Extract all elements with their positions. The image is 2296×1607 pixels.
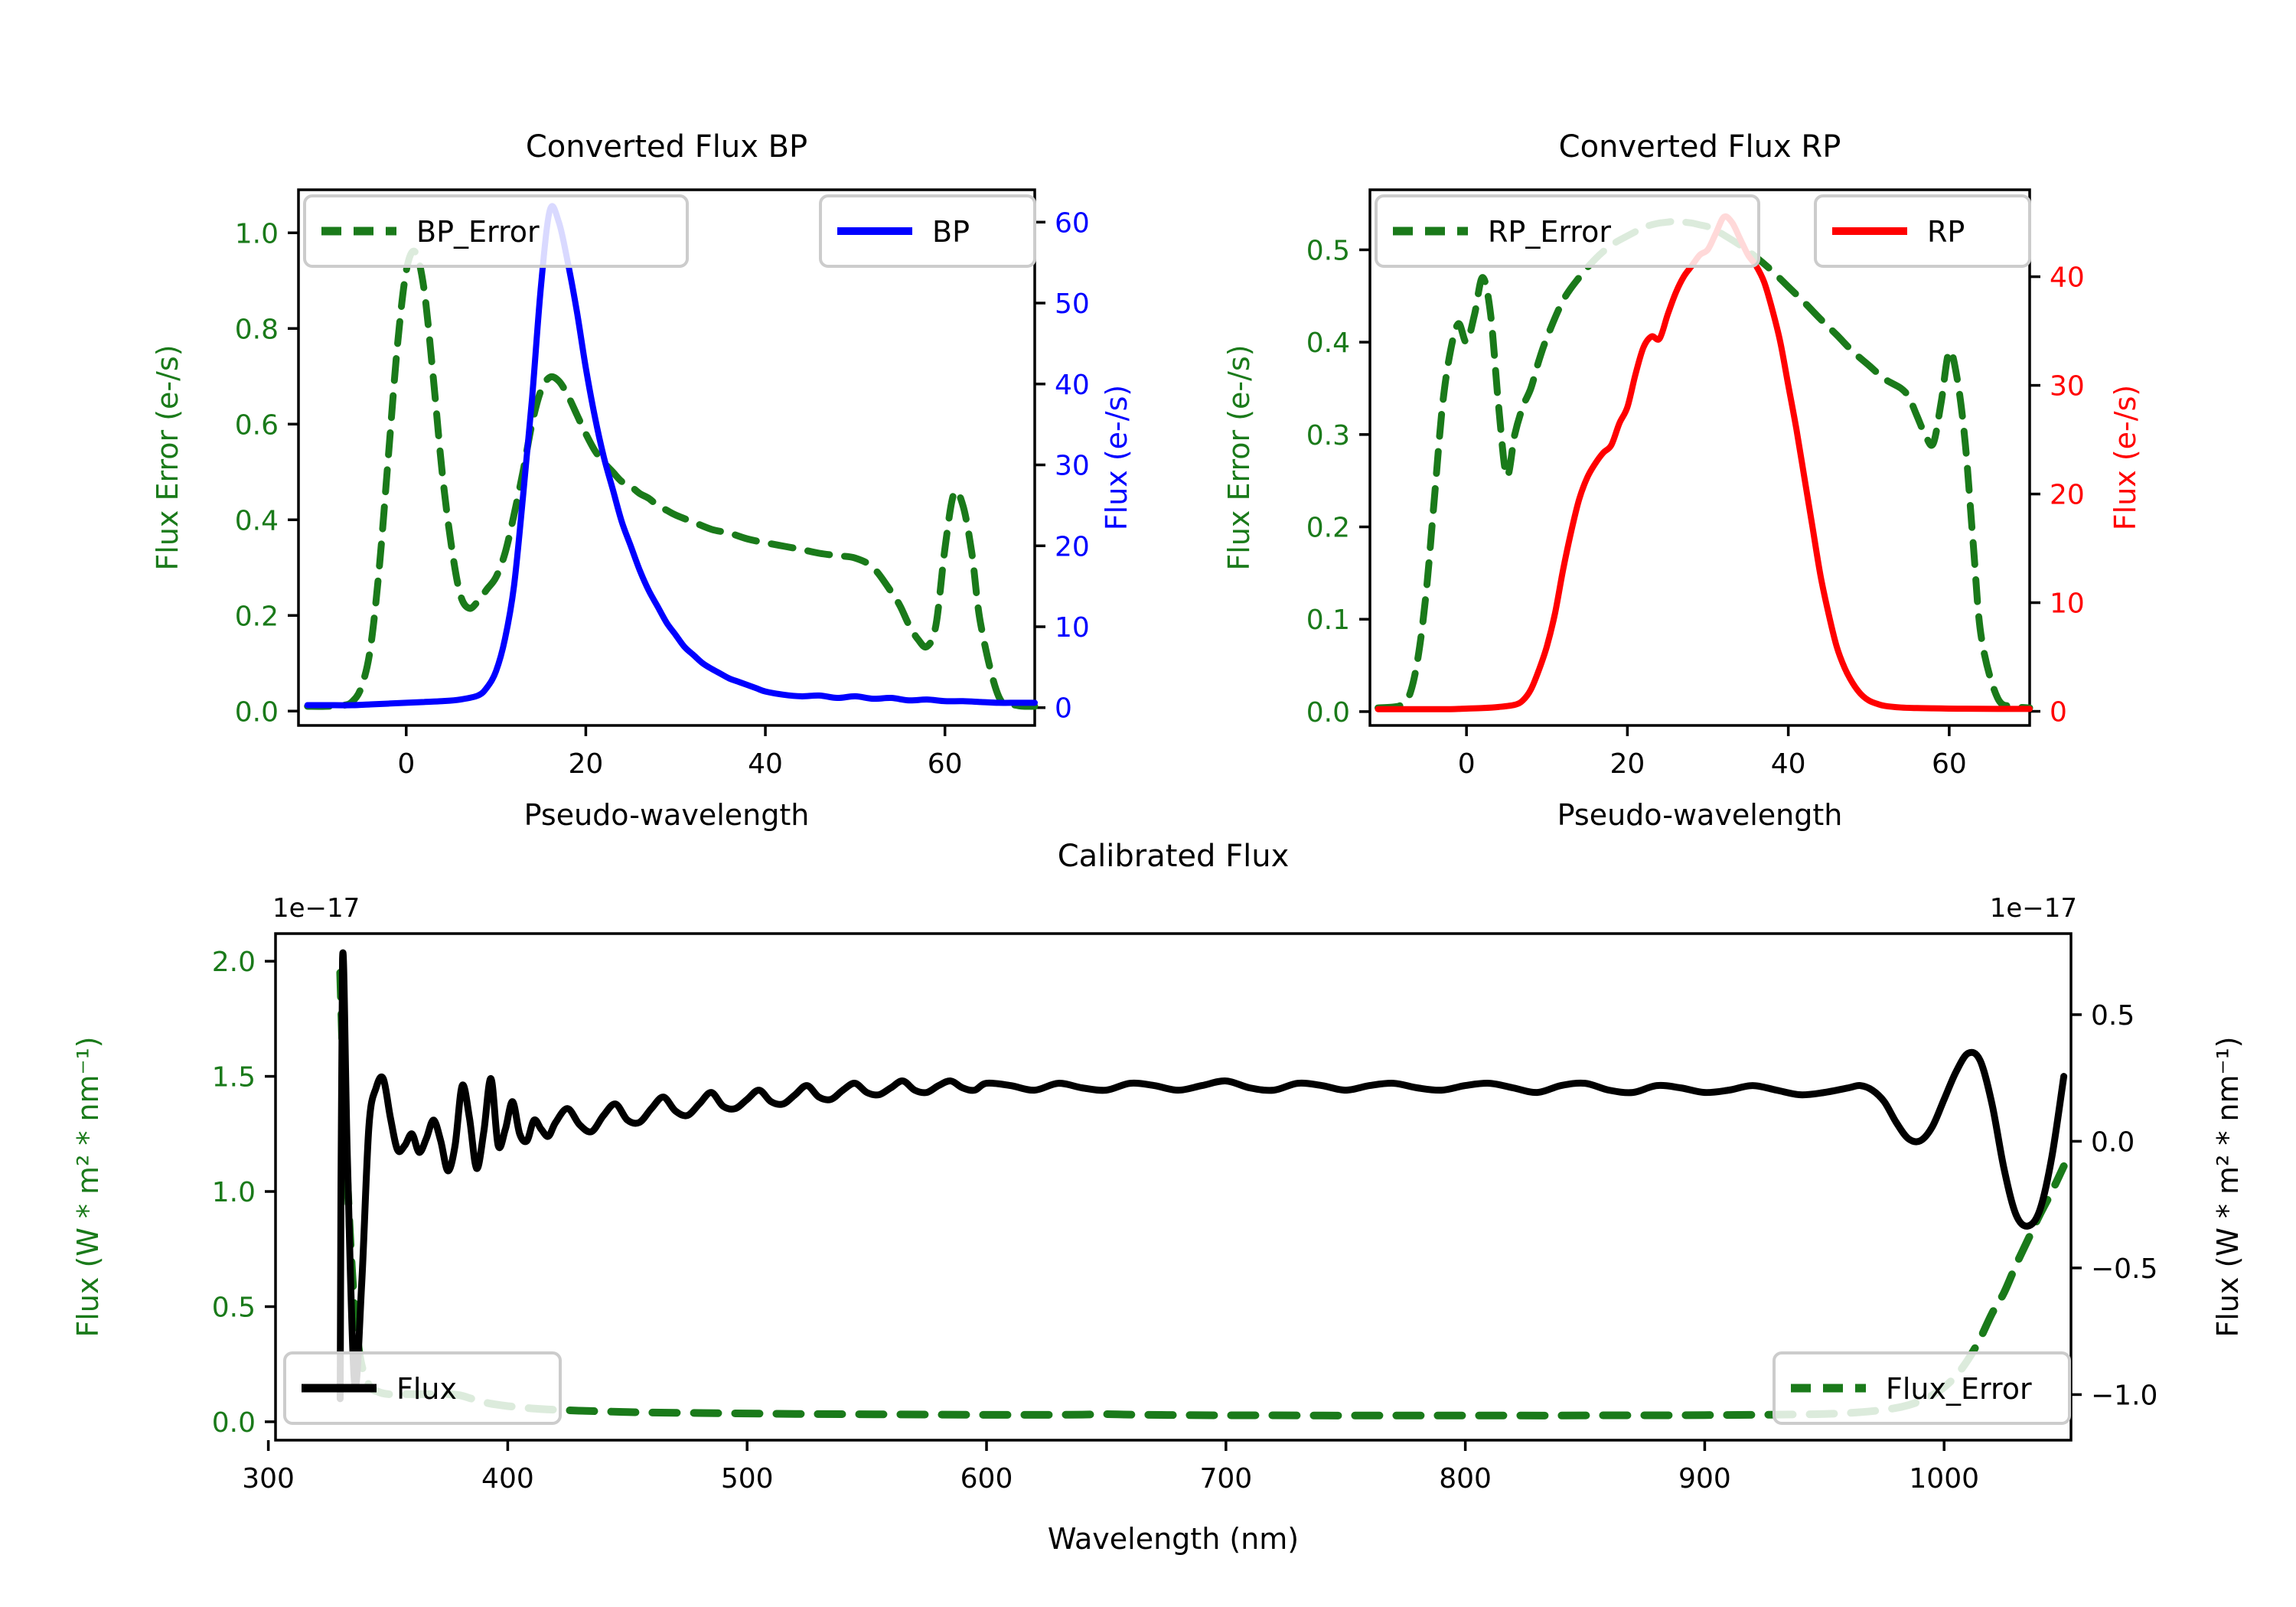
y-axis-label-right: Flux (W * m² * nm⁻¹): [2211, 1036, 2245, 1337]
legend-box: [819, 194, 1036, 268]
y-tick-label-right: 30: [1055, 451, 1090, 482]
y-tick-label-right: 40: [2050, 262, 2085, 294]
y-tick-label-left: 1.5: [212, 1062, 256, 1094]
legend-box: [303, 194, 689, 268]
x-axis-label: Pseudo-wavelength: [524, 798, 810, 832]
legend-flux: Flux: [283, 1351, 562, 1425]
legend-bp: BP: [819, 194, 1036, 268]
x-tick-label: 20: [1609, 748, 1645, 780]
legend-label: RP_Error: [1488, 215, 1611, 249]
legend-rp-error: RP_Error: [1375, 194, 1760, 268]
x-tick-label: 1000: [1909, 1463, 1979, 1495]
x-tick-label: 20: [569, 748, 604, 780]
x-tick-label: 40: [1771, 748, 1806, 780]
y-tick-label-left: 1.0: [235, 218, 279, 249]
panel-converted-flux-bp: Converted Flux BP 0 20 40 60 0.0 0.2 0.4 0.6 0.8 1…: [0, 0, 1148, 832]
y-axis-label-left: Flux (W * m² * nm⁻¹): [71, 1036, 105, 1337]
x-axis-label: Wavelength (nm): [1048, 1522, 1299, 1556]
y-tick-label-left: 0.8: [235, 314, 279, 345]
y-tick-label-right: 60: [1055, 207, 1090, 239]
legend-box: [283, 1351, 562, 1425]
plot-frame: [297, 188, 1036, 727]
y-tick-label-left: 0.5: [1306, 235, 1350, 266]
y-tick-label-left: 0.6: [235, 409, 279, 441]
legend-bp-error: BP_Error: [303, 194, 689, 268]
y-tick-label-left: 0.0: [1306, 697, 1350, 729]
right-offset-text: 1e−17: [1990, 893, 2077, 924]
y-axis-label-right: Flux (e-/s): [1100, 385, 1133, 530]
y-tick-label-right: 10: [1055, 612, 1090, 644]
y-tick-label-right: 0: [1055, 693, 1072, 725]
x-tick-label: 800: [1439, 1463, 1492, 1495]
legend-box: [1375, 194, 1760, 268]
y-tick-label-left: 1.0: [212, 1177, 256, 1208]
left-offset-text: 1e−17: [272, 893, 360, 924]
x-tick-label: 700: [1199, 1463, 1252, 1495]
y-tick-label-left: 0.0: [212, 1407, 256, 1439]
y-tick-label-left: 0.4: [1306, 328, 1350, 359]
y-axis-label-left: Flux Error (e-/s): [151, 344, 184, 570]
panel-calibrated-flux: Calibrated Flux 300 400 500 600 700 800 900 1000…: [0, 826, 2296, 1607]
x-axis-label: Pseudo-wavelength: [1557, 798, 1843, 832]
x-tick-label: 600: [960, 1463, 1013, 1495]
y-tick-label-left: 0.2: [235, 601, 279, 632]
x-tick-label: 900: [1678, 1463, 1731, 1495]
panel-title: Converted Flux BP: [526, 129, 807, 165]
legend-label: Flux: [396, 1372, 457, 1406]
y-tick-label-left: 0.1: [1306, 605, 1350, 636]
y-tick-label-left: 0.2: [1306, 513, 1350, 544]
plot-frame: [274, 932, 2073, 1442]
y-tick-label-right: 20: [1055, 531, 1090, 562]
series-bp-error: [304, 247, 1039, 710]
y-tick-label-left: 0.5: [212, 1292, 256, 1323]
legend-label: RP: [1927, 215, 1965, 249]
x-tick-label: 0: [1458, 748, 1476, 780]
legend-rp: RP: [1814, 194, 2031, 268]
y-tick-label-right: 0.5: [2091, 1000, 2135, 1032]
x-tick-label: 0: [397, 748, 415, 780]
legend-flux-error: Flux_Error: [1773, 1351, 2071, 1425]
legend-label: BP: [932, 215, 970, 249]
series-bp-flux: [304, 203, 1038, 709]
y-tick-label-right: −0.5: [2091, 1253, 2157, 1285]
y-tick-label-right: 0: [2050, 697, 2067, 729]
panel-converted-flux-rp: Converted Flux RP 0 20 40 60 0.0 0.1 0.2 0.3 0.4 0…: [1148, 0, 2296, 832]
y-tick-label-right: 40: [1055, 370, 1090, 401]
legend-label: BP_Error: [416, 215, 540, 249]
panel-title: Converted Flux RP: [1559, 129, 1841, 165]
x-tick-label: 60: [928, 748, 963, 780]
legend-box: [1814, 194, 2031, 268]
legend-box: [1773, 1351, 2071, 1425]
plot-frame: [1368, 188, 2031, 727]
series-flux-error: [336, 969, 2068, 1420]
series-rp-error: [1375, 217, 2033, 712]
y-tick-label-left: 0.0: [235, 696, 279, 728]
y-tick-label-right: 0.0: [2091, 1126, 2135, 1158]
y-tick-label-right: 10: [2050, 588, 2085, 620]
x-tick-label: 400: [481, 1463, 534, 1495]
x-tick-label: 40: [748, 748, 783, 780]
y-axis-label-left: Flux Error (e-/s): [1222, 344, 1256, 570]
y-tick-label-left: 0.4: [235, 505, 279, 536]
y-tick-label-right: 30: [2050, 371, 2085, 403]
x-tick-label: 300: [242, 1463, 295, 1495]
y-tick-label-left: 0.3: [1306, 420, 1350, 451]
y-tick-label-right: 20: [2050, 480, 2085, 511]
x-tick-label: 60: [1932, 748, 1967, 780]
legend-label: Flux_Error: [1886, 1372, 2032, 1406]
y-axis-label-right: Flux (e-/s): [2108, 385, 2142, 530]
x-tick-label: 500: [721, 1463, 774, 1495]
series-flux: [336, 949, 2068, 1403]
y-tick-label-left: 2.0: [212, 947, 256, 978]
panel-title: Calibrated Flux: [1058, 839, 1290, 874]
y-tick-label-right: −1.0: [2091, 1380, 2157, 1411]
y-tick-label-right: 50: [1055, 288, 1090, 320]
